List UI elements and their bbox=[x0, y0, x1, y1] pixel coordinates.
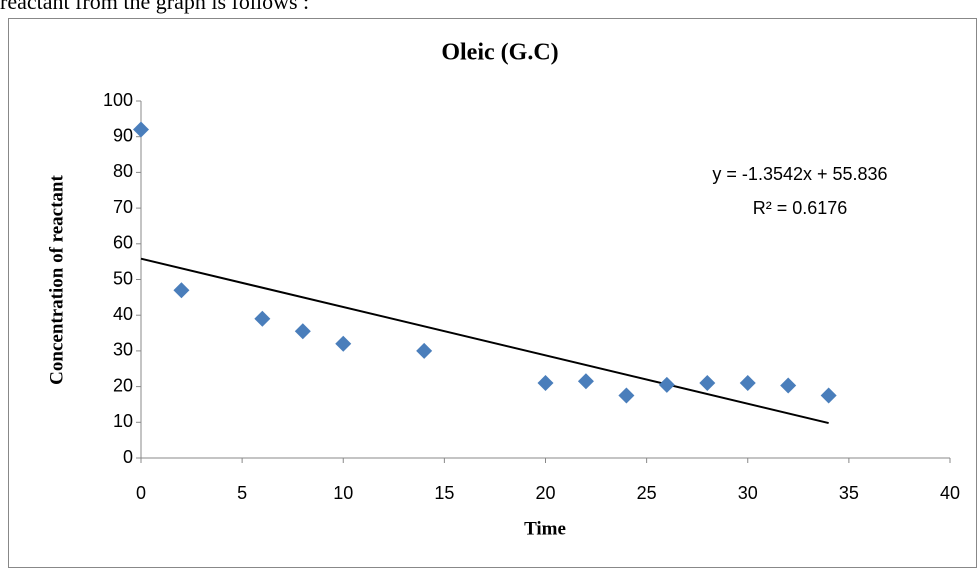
point bbox=[537, 375, 554, 392]
trend-equation: y = -1.3542x + 55.836 bbox=[712, 164, 887, 184]
point bbox=[335, 335, 352, 352]
point bbox=[820, 387, 837, 404]
y-tick-label: 70 bbox=[113, 197, 133, 217]
x-tick-label: 35 bbox=[839, 483, 859, 503]
trendline bbox=[140, 257, 829, 425]
y-tick-label: 90 bbox=[113, 125, 133, 145]
y-tick-label: 80 bbox=[113, 161, 133, 181]
x-tick-label: 5 bbox=[237, 483, 247, 503]
x-tick-label: 0 bbox=[136, 483, 146, 503]
point bbox=[739, 375, 756, 392]
chart-border bbox=[8, 18, 977, 568]
point bbox=[294, 323, 311, 340]
point bbox=[658, 376, 675, 393]
y-tick-label: 20 bbox=[113, 375, 133, 395]
point bbox=[173, 282, 190, 299]
point bbox=[254, 310, 271, 327]
y-tick-label: 60 bbox=[113, 233, 133, 253]
x-tick-label: 20 bbox=[535, 483, 555, 503]
x-tick-label: 15 bbox=[434, 483, 454, 503]
y-tick-label: 10 bbox=[113, 411, 133, 431]
point bbox=[699, 375, 716, 392]
point bbox=[416, 342, 433, 359]
x-tick-label: 40 bbox=[940, 483, 960, 503]
point bbox=[780, 377, 797, 394]
point bbox=[618, 387, 635, 404]
x-axis-label: Time bbox=[524, 518, 566, 539]
y-tick-label: 100 bbox=[103, 90, 133, 110]
page-text: reactant from the graph is follows : bbox=[0, 0, 309, 14]
x-tick-label: 25 bbox=[637, 483, 657, 503]
x-tick-label: 10 bbox=[333, 483, 353, 503]
y-tick-label: 30 bbox=[113, 340, 133, 360]
trend-r-squared: R² = 0.6176 bbox=[753, 198, 848, 218]
chart-title: Oleic (G.C) bbox=[441, 40, 558, 66]
point bbox=[133, 121, 149, 138]
y-axis-label: Concentration of reactant bbox=[46, 175, 67, 385]
y-tick-label: 40 bbox=[113, 304, 133, 324]
x-tick-label: 30 bbox=[738, 483, 758, 503]
y-tick-label: 50 bbox=[113, 268, 133, 288]
point bbox=[577, 373, 594, 390]
y-tick-label: 0 bbox=[123, 447, 133, 467]
